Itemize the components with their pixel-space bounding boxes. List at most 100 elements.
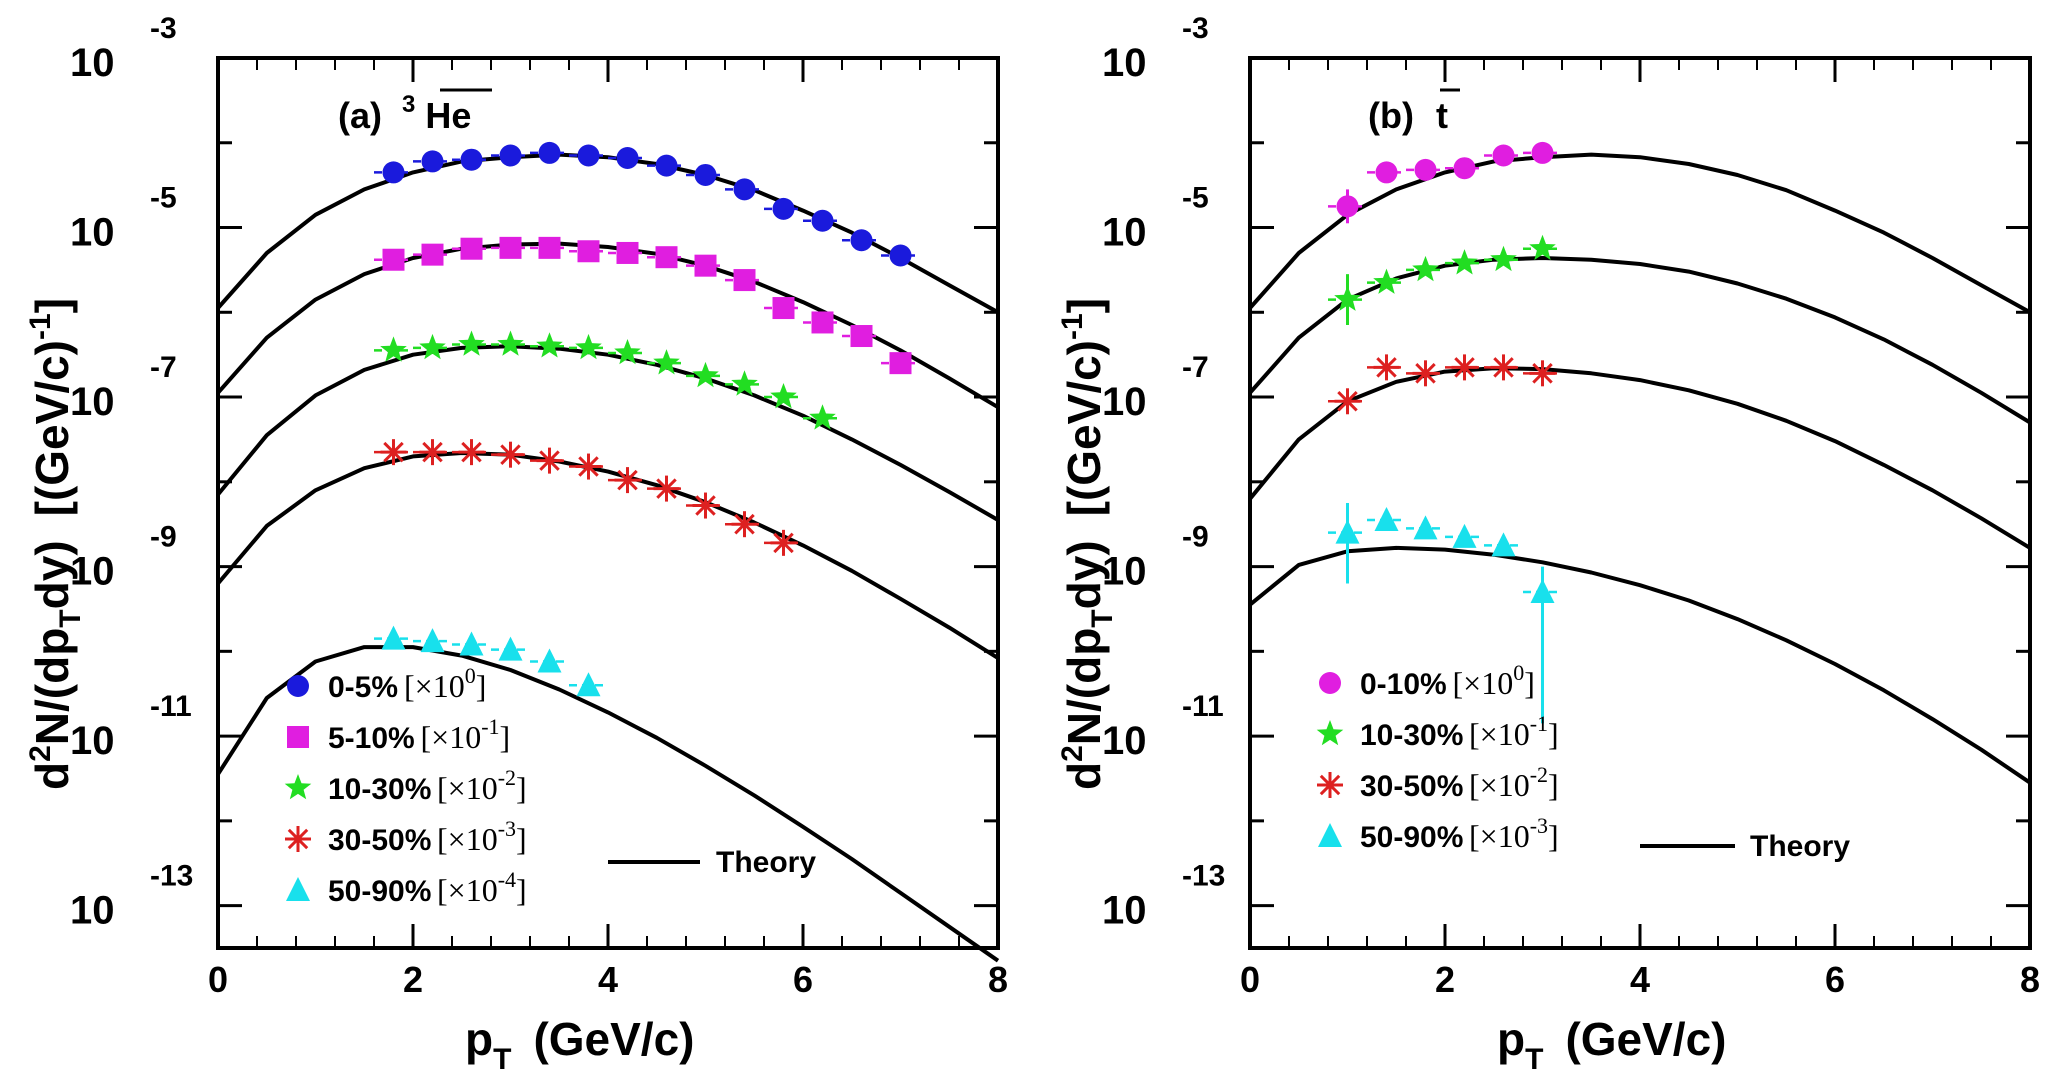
data-point (1529, 360, 1556, 387)
data-point (458, 439, 485, 466)
theory-legend-label-a: Theory (716, 846, 816, 879)
data-point (382, 248, 405, 271)
y-tick-exponent: -9 (1182, 521, 1209, 554)
data-point (770, 383, 797, 409)
y-axis-label-a: d2N/(dpTdy)[(GeV/c)-1] (24, 298, 87, 790)
data-point (1413, 515, 1438, 540)
y-tick-exponent: -5 (1182, 182, 1209, 215)
data-point (1529, 234, 1556, 260)
data-point (381, 625, 406, 650)
x-axis-label-a: pT (GeV/c) (465, 1013, 694, 1076)
y-tick-exponent: -7 (1182, 351, 1209, 384)
data-point (694, 163, 717, 186)
data-point (653, 349, 680, 375)
x-tick-label: 8 (988, 959, 1008, 1000)
data-point (577, 240, 600, 263)
legend-label: 0-5% (328, 671, 398, 704)
data-point (733, 269, 756, 292)
legend-scale: [×10-2] (437, 765, 527, 806)
data-point (616, 241, 639, 264)
data-point (1490, 245, 1517, 272)
legend-label: 0-10% (1360, 668, 1447, 701)
data-point (850, 325, 873, 348)
data-point (575, 333, 602, 360)
legend-label: 10-30% (328, 773, 431, 806)
data-point (536, 447, 563, 474)
data-point (653, 475, 680, 502)
y-tick-exponent: -11 (1182, 690, 1224, 723)
legend-scale: [×10-1] (421, 714, 511, 755)
data-point (538, 236, 561, 259)
x-tick-label: 6 (793, 959, 813, 1000)
data-point (616, 147, 639, 170)
data-point (537, 648, 562, 673)
x-tick-label: 2 (403, 959, 423, 1000)
data-point (498, 636, 523, 661)
theory-curve (216, 344, 999, 522)
data-point (497, 330, 524, 356)
data-point (889, 244, 912, 267)
data-point (772, 297, 795, 320)
data-point (614, 339, 641, 365)
legend-label: 50-90% (328, 875, 431, 908)
x-tick-label: 6 (1825, 959, 1845, 1000)
y-tick-label: 10 (1102, 550, 1147, 594)
theory-curve (1248, 152, 2031, 315)
data-point (1412, 255, 1439, 282)
theory-legend-label-b: Theory (1750, 830, 1850, 863)
data-point (1373, 354, 1400, 381)
data-point (811, 311, 834, 334)
panel-b: 0 2 4 6 8 10 -3 10 -5 10 -7 10 -9 10 -11 10 -13 (b) t 0-… (1056, 12, 2040, 1076)
y-tick-label: 10 (70, 380, 115, 424)
legend-marker (286, 877, 310, 901)
data-point (577, 144, 600, 167)
data-point (459, 631, 484, 656)
data-point (421, 150, 444, 173)
legend-scale: [×10-1] (1469, 711, 1559, 752)
data-point (1334, 388, 1361, 415)
x-tick-label: 2 (1435, 959, 1455, 1000)
x-tick-label: 0 (208, 959, 228, 1000)
data-point (731, 370, 758, 396)
legend-label: 50-90% (1360, 821, 1463, 854)
data-point (538, 141, 561, 164)
data-point (1492, 144, 1515, 167)
legend-marker (1316, 720, 1344, 746)
legend-marker (285, 826, 311, 852)
y-tick-exponent: -13 (150, 860, 193, 893)
y-tick-label: 10 (70, 550, 115, 594)
y-tick-label: 10 (1102, 211, 1147, 255)
y-axis-label-b: d2N/(dpTdy)[(GeV/c)-1] (1056, 298, 1119, 790)
legend-scale: [×10-2] (1469, 762, 1559, 803)
y-tick-label: 10 (1102, 41, 1147, 85)
data-point (692, 361, 719, 388)
y-tick-label: 10 (70, 41, 115, 85)
legend-marker (1317, 772, 1343, 798)
data-point (460, 237, 483, 260)
data-point (811, 209, 834, 232)
y-tick-label: 10 (1102, 889, 1147, 933)
legend-scale: [×10-4] (437, 867, 527, 908)
data-point (382, 161, 405, 184)
data-point (499, 236, 522, 259)
data-point (655, 154, 678, 177)
legend-marker (284, 774, 312, 800)
theory-curve (1248, 256, 2032, 425)
data-point (458, 330, 485, 356)
panel-a: 0 2 4 6 8 10 -3 10 -5 10 -7 10 -9 10 -11 10 -13 (a) 3 He… (24, 12, 1008, 1076)
legend-marker (287, 675, 309, 697)
data-point (1375, 161, 1398, 184)
data-point (421, 243, 444, 266)
data-point (499, 144, 522, 167)
data-point (614, 467, 641, 494)
data-point (1452, 523, 1477, 548)
data-point (420, 628, 445, 653)
data-point (419, 439, 446, 466)
data-point (889, 352, 912, 375)
x-tick-label: 4 (1630, 959, 1650, 1000)
data-point (1490, 354, 1517, 381)
legend-marker (1318, 823, 1342, 847)
legend-scale: [×100] (404, 663, 486, 704)
data-point (1412, 360, 1439, 387)
